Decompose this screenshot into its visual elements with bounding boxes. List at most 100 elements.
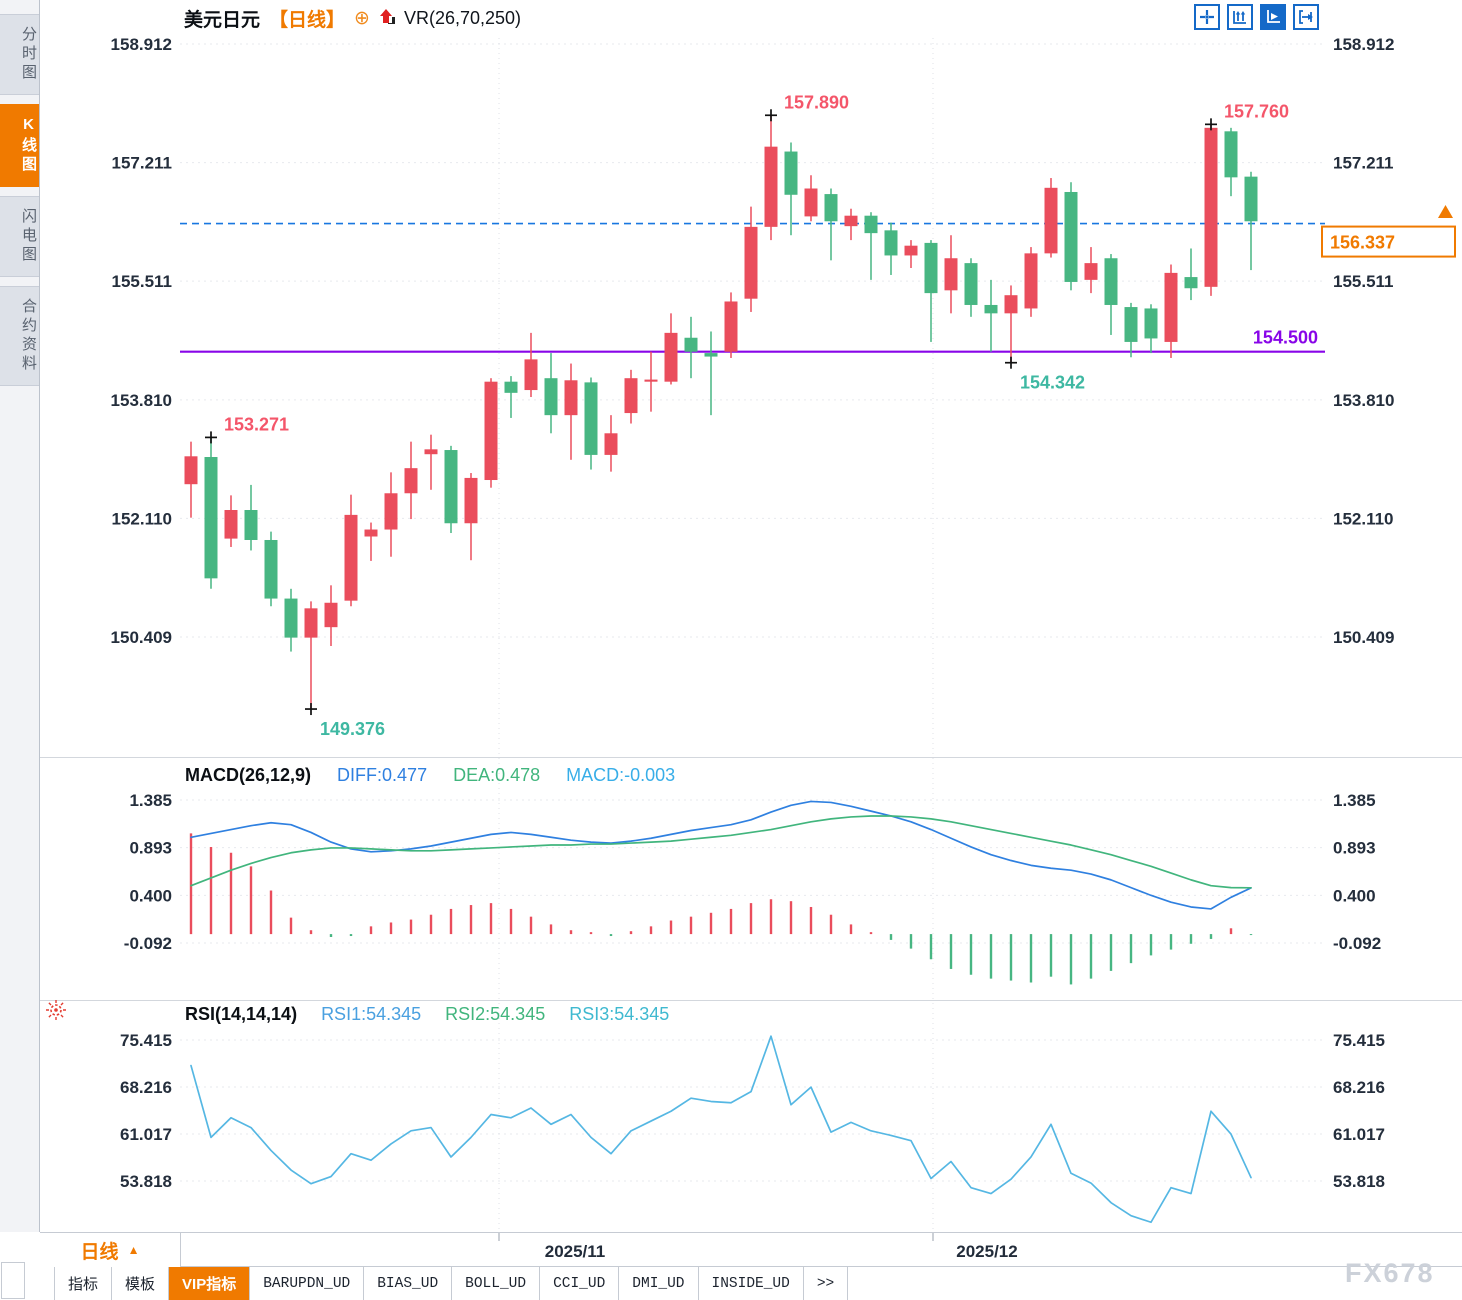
candle bbox=[1244, 176, 1258, 222]
price-up-arrow-icon bbox=[1438, 205, 1453, 218]
support-line-label: 154.500 bbox=[1253, 328, 1318, 348]
candle bbox=[244, 510, 258, 540]
axis-label-left: 0.400 bbox=[129, 886, 172, 905]
axis-label-right: 53.818 bbox=[1333, 1172, 1385, 1191]
candle bbox=[664, 332, 678, 382]
macd-diff-value: DIFF:0.477 bbox=[337, 765, 428, 785]
candle bbox=[684, 337, 698, 352]
indicator-tab-BOLL_UD[interactable]: BOLL_UD bbox=[452, 1267, 541, 1300]
axis-label-left: 1.385 bbox=[129, 791, 172, 810]
add-indicator-icon[interactable]: ⊕ bbox=[354, 7, 370, 29]
axis-label-left: 157.211 bbox=[111, 154, 172, 173]
crosshair-icon[interactable] bbox=[1194, 4, 1220, 30]
candle bbox=[764, 146, 778, 227]
candle bbox=[1204, 127, 1218, 287]
price-marker-label: 153.271 bbox=[224, 414, 289, 434]
candle bbox=[204, 457, 218, 579]
macd-title[interactable]: MACD(26,12,9) bbox=[185, 765, 312, 785]
candle bbox=[484, 381, 498, 481]
axis-label-right: 75.415 bbox=[1333, 1031, 1385, 1050]
candle bbox=[1064, 191, 1078, 282]
axis-label-left: 150.409 bbox=[111, 628, 172, 647]
macd-dea-line bbox=[190, 815, 1252, 889]
time-axis-row: 日线 ▲ bbox=[40, 1232, 1462, 1267]
up-arrow-icon bbox=[379, 8, 395, 28]
candle bbox=[184, 456, 198, 485]
candle bbox=[584, 382, 598, 455]
indicator-tab-DMI_UD[interactable]: DMI_UD bbox=[619, 1267, 699, 1300]
candle bbox=[524, 359, 538, 391]
axis-label-left: 152.110 bbox=[111, 509, 172, 528]
period-dropdown-label: 日线 bbox=[80, 1241, 119, 1263]
indicator-tab->>[interactable]: >> bbox=[804, 1267, 849, 1300]
rsi1-value: RSI1:54.345 bbox=[321, 1004, 422, 1024]
rsi-line bbox=[190, 1035, 1252, 1224]
axis-label-right: 157.211 bbox=[1333, 154, 1394, 173]
candle bbox=[424, 449, 438, 455]
candle bbox=[944, 258, 958, 291]
macd-diff-line bbox=[190, 800, 1252, 910]
axis-label-left: 68.216 bbox=[120, 1078, 172, 1097]
axis-label-right: 153.810 bbox=[1333, 391, 1394, 410]
sidebar-tab-分时图[interactable]: 分时图 bbox=[0, 14, 39, 95]
axis-range-icon[interactable] bbox=[1227, 4, 1253, 30]
axis-label-left: -0.092 bbox=[124, 934, 172, 953]
candle bbox=[264, 539, 278, 599]
indicator-settings-icon[interactable] bbox=[45, 999, 67, 1026]
indicator-tab-VIP指标[interactable]: VIP指标 bbox=[169, 1267, 251, 1300]
price-marker-label: 149.376 bbox=[320, 719, 385, 739]
indicator-tab-指标[interactable]: 指标 bbox=[54, 1267, 113, 1300]
price-marker-label: 157.760 bbox=[1224, 101, 1289, 121]
axis-label-right: 150.409 bbox=[1333, 628, 1394, 647]
candle bbox=[704, 353, 718, 357]
pan-right-icon[interactable] bbox=[1293, 4, 1319, 30]
price-marker-label: 154.342 bbox=[1020, 373, 1085, 393]
sidebar-tab-闪电图[interactable]: 闪电图 bbox=[0, 196, 39, 277]
indicator-tab-模板[interactable]: 模板 bbox=[112, 1267, 170, 1300]
axis-label-right: 61.017 bbox=[1333, 1125, 1385, 1144]
axis-label-right: 158.912 bbox=[1333, 35, 1394, 54]
axis-label-left: 153.810 bbox=[111, 391, 172, 410]
candle bbox=[1224, 131, 1238, 178]
candle bbox=[1104, 258, 1118, 305]
pointer-play-icon[interactable] bbox=[1260, 4, 1286, 30]
candle bbox=[404, 468, 418, 494]
axis-label-left: 0.893 bbox=[129, 839, 172, 858]
watermark: FX678 bbox=[1345, 1258, 1435, 1288]
rsi-title[interactable]: RSI(14,14,14) bbox=[185, 1004, 298, 1024]
axis-label-right: 1.385 bbox=[1333, 791, 1376, 810]
indicator-title[interactable]: VR(26,70,250) bbox=[403, 7, 522, 28]
candle bbox=[984, 304, 998, 314]
rsi3-value: RSI3:54.345 bbox=[569, 1004, 670, 1024]
macd-dea-value: DEA:0.478 bbox=[453, 765, 541, 785]
last-price-box[interactable] bbox=[1321, 225, 1456, 258]
candle bbox=[604, 433, 618, 455]
sidebar-tab-合约资料[interactable]: 合约资料 bbox=[0, 286, 39, 386]
candle bbox=[544, 378, 558, 416]
axis-label-left: 53.818 bbox=[120, 1172, 172, 1191]
axis-label-right: 152.110 bbox=[1333, 509, 1394, 528]
axis-label-left: 155.511 bbox=[111, 272, 172, 291]
candle bbox=[564, 380, 578, 416]
axis-label-right: -0.092 bbox=[1333, 934, 1381, 953]
period-dropdown-button[interactable]: 日线 ▲ bbox=[40, 1233, 181, 1267]
candle bbox=[824, 194, 838, 222]
rsi2-value: RSI2:54.345 bbox=[445, 1004, 546, 1024]
indicator-tab-BIAS_UD[interactable]: BIAS_UD bbox=[364, 1267, 453, 1300]
period-tag[interactable]: 【日线】 bbox=[269, 9, 346, 31]
candle bbox=[784, 151, 798, 195]
candle bbox=[1024, 253, 1038, 309]
axis-label-left: 75.415 bbox=[120, 1031, 172, 1050]
rsi-header: RSI(14,14,14) RSI1:54.345 RSI2:54.345 RS… bbox=[185, 1004, 669, 1025]
macd-header: MACD(26,12,9) DIFF:0.477 DEA:0.478 MACD:… bbox=[185, 765, 675, 786]
candle bbox=[444, 450, 458, 524]
candle bbox=[1184, 277, 1198, 289]
sidebar-tab-K线图[interactable]: K线图 bbox=[0, 104, 39, 187]
indicator-tab-INSIDE_UD[interactable]: INSIDE_UD bbox=[699, 1267, 804, 1300]
indicator-tab-CCI_UD[interactable]: CCI_UD bbox=[540, 1267, 620, 1300]
indicator-tab-BARUPDN_UD[interactable]: BARUPDN_UD bbox=[250, 1267, 365, 1300]
candle bbox=[844, 215, 858, 227]
candle bbox=[304, 608, 318, 638]
price-marker-label: 157.890 bbox=[784, 92, 849, 112]
